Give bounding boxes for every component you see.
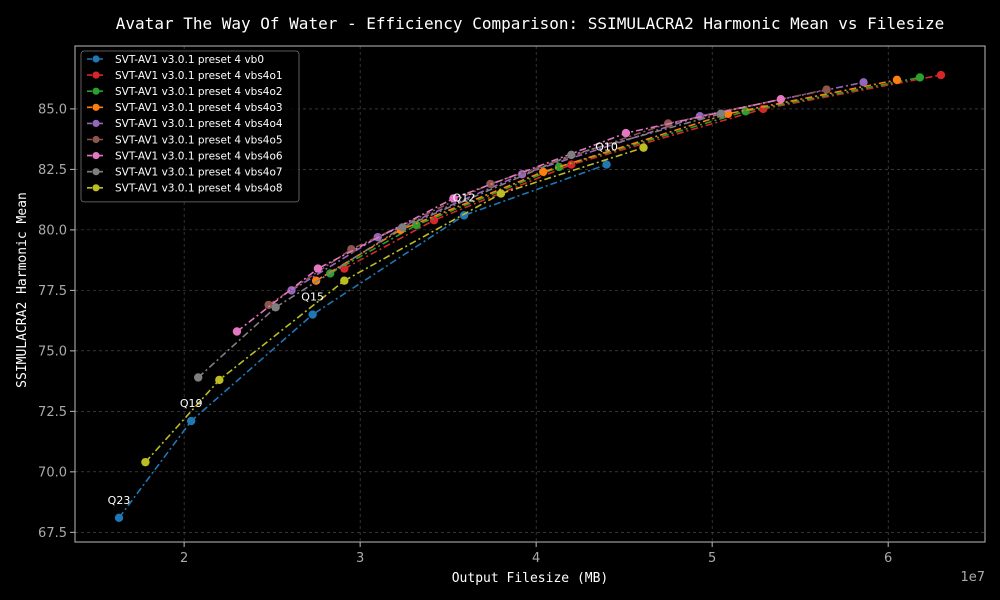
legend-marker [92,184,100,192]
series-layer [114,70,946,523]
x-tick-label: 6 [884,551,892,566]
x-tick-label: 3 [356,551,364,566]
legend-marker [92,152,100,160]
y-axis-label: SSIMULACRA2 Harmonic Mean [15,192,30,388]
data-point [822,85,831,94]
legend-label: SVT-AV1 v3.0.1 preset 4 vb0 [115,54,264,66]
data-point [412,220,421,230]
legend-marker [92,168,100,176]
legend-marker [92,103,100,111]
series-8 [194,109,726,382]
data-point [308,310,317,319]
annotations: Q23 Q19 Q15 Q12 Q10 [108,141,618,507]
data-point [554,162,564,172]
data-point [602,160,611,169]
data-point [449,194,458,203]
annotation-label: Q12 [453,191,476,204]
legend-marker [92,135,100,144]
legend-label: SVT-AV1 v3.0.1 preset 4 vbs4o7 [115,167,283,179]
legend-label: SVT-AV1 v3.0.1 preset 4 vbs4o3 [115,102,283,114]
data-point [313,264,323,273]
y-tick-label: 85.0 [38,102,67,117]
data-point [264,300,273,310]
data-point [194,373,203,382]
x-tick-label: 2 [180,551,188,566]
legend-entry: SVT-AV1 v3.0.1 preset 4 vbs4o3 [87,102,283,114]
legend-box [80,50,300,203]
data-point [340,264,349,273]
x-tick-label: 5 [708,551,716,566]
data-point [340,276,349,285]
chart-title: Avatar The Way Of Water - Efficiency Com… [116,14,944,33]
legend-entry: SVT-AV1 v3.0.1 preset 4 vbs4o7 [87,167,283,179]
data-point [347,245,356,254]
data-point [639,143,648,152]
legend-entry: SVT-AV1 v3.0.1 preset 4 vb0 [87,54,264,66]
legend-entry: SVT-AV1 v3.0.1 preset 4 vbs4o5 [87,134,283,146]
plot-frame [74,45,986,543]
data-point [141,457,150,467]
legend-entry: SVT-AV1 v3.0.1 preset 4 vbs4o8 [87,183,283,195]
data-point [215,375,224,385]
data-point [486,179,495,189]
y-tick-label: 77.5 [38,284,67,299]
legend-label: SVT-AV1 v3.0.1 preset 4 vbs4o2 [115,86,283,98]
series-9 [141,143,648,467]
legend-marker [92,71,100,79]
series-line [315,79,898,282]
data-point [915,73,925,82]
data-point [186,416,196,426]
x-tick-label: 4 [532,551,540,566]
data-point [114,513,124,523]
legend-entry: SVT-AV1 v3.0.1 preset 4 vbs4o6 [87,150,283,162]
x-ticks: 2 3 4 5 6 [180,542,892,566]
data-point [539,167,548,177]
y-tick-label: 67.5 [38,526,67,541]
data-point [567,150,576,160]
data-point [232,327,242,336]
x-axis-label: Output Filesize (MB) [452,571,609,586]
annotation-label: Q15 [301,291,324,304]
series-2 [340,70,946,273]
annotation-label: Q19 [180,397,203,410]
legend-label: SVT-AV1 v3.0.1 preset 4 vbs4o5 [115,134,283,146]
y-tick-label: 75.0 [38,344,67,359]
legend-label: SVT-AV1 v3.0.1 preset 4 vbs4o1 [115,70,283,82]
legend-label: SVT-AV1 v3.0.1 preset 4 vbs4o8 [115,183,283,195]
legend-marker [92,119,100,127]
y-tick-label: 82.5 [38,163,67,178]
legend-label: SVT-AV1 v3.0.1 preset 4 vbs4o6 [115,150,283,162]
data-point [621,128,631,138]
series-line [329,76,921,275]
legend-entry: SVT-AV1 v3.0.1 preset 4 vbs4o4 [87,118,283,130]
legend-entry: SVT-AV1 v3.0.1 preset 4 vbs4o2 [87,86,283,98]
legend-marker [92,87,100,95]
data-point [892,75,902,85]
annotation-label: Q10 [595,141,618,154]
data-point [776,95,786,104]
legend: SVT-AV1 v3.0.1 preset 4 vb0 SVT-AV1 v3.0.… [80,50,300,203]
legend-entry: SVT-AV1 v3.0.1 preset 4 vbs4o1 [87,70,283,82]
series-7 [232,95,786,336]
x-axis-offset-label: 1e7 [960,570,985,585]
annotation-label: Q23 [108,494,131,507]
data-point [271,303,280,312]
series-1 [114,160,611,523]
data-point [567,160,576,169]
series-line [118,163,607,519]
y-tick-label: 72.5 [38,405,67,420]
data-point [398,223,407,232]
data-point [496,189,506,198]
legend-marker [92,55,100,63]
data-point [859,78,868,87]
y-tick-label: 70.0 [38,465,67,480]
y-tick-label: 80.0 [38,223,67,238]
data-point [716,109,726,118]
y-ticks: 67.5 70.0 72.5 75.0 77.5 80.0 82.5 85.0 [38,102,75,541]
legend-label: SVT-AV1 v3.0.1 preset 4 vbs4o4 [115,118,283,130]
data-point [936,70,946,80]
